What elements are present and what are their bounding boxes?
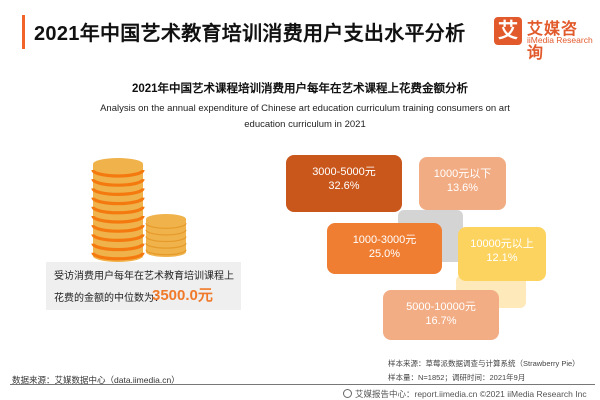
footer-divider bbox=[10, 384, 595, 385]
tile-value: 13.6% bbox=[446, 182, 479, 194]
tile-category: 1000元以下 bbox=[433, 168, 492, 180]
footer-text: 艾媒报告中心：report.iimedia.cn ©2021 iiMedia R… bbox=[355, 389, 587, 399]
footer: 艾媒报告中心：report.iimedia.cn ©2021 iiMedia R… bbox=[343, 388, 587, 400]
tall-coin-stack-icon bbox=[91, 158, 145, 262]
tile-category: 1000-3000元 bbox=[352, 234, 417, 246]
coin-stripe bbox=[145, 229, 187, 236]
tile-under-1000: 1000元以下 13.6% bbox=[419, 157, 506, 210]
short-coin-stack-icon bbox=[145, 214, 187, 257]
tile-5000-10000: 5000-10000元 16.7% bbox=[383, 290, 499, 340]
tile-3000-5000: 3000-5000元 32.6% bbox=[286, 155, 402, 212]
title-accent-bar bbox=[22, 15, 25, 49]
coin-stripe bbox=[91, 169, 145, 178]
median-label-line1: 受访消费用户每年在艺术教育培训课程上 bbox=[54, 271, 234, 282]
tile-value: 16.7% bbox=[425, 315, 457, 327]
page-title: 2021年中国艺术教育培训消费用户支出水平分析 bbox=[34, 23, 466, 45]
tile-category: 10000元以上 bbox=[470, 238, 534, 250]
data-source: 数据来源：艾媒数据中心（data.iimedia.cn） bbox=[12, 375, 180, 385]
coin-stripe bbox=[91, 178, 145, 187]
tile-category: 3000-5000元 bbox=[312, 166, 376, 178]
coin-stripe bbox=[145, 249, 187, 256]
coin-top bbox=[93, 158, 143, 170]
median-label-line2: 花费的金额的中位数为： bbox=[54, 293, 164, 304]
sample-source: 样本来源：草莓派数据调查与计算系统（Strawberry Pie） bbox=[388, 359, 580, 368]
coin-stripe bbox=[91, 252, 145, 261]
coin-stripe bbox=[145, 223, 187, 229]
logo-en-text: iiMedia Research bbox=[527, 35, 593, 45]
coin-stripe bbox=[91, 215, 145, 224]
logo-mark-icon: 艾 bbox=[494, 17, 522, 45]
logo-cn-text: 艾媒咨询 bbox=[527, 21, 579, 62]
coin-stripe bbox=[91, 187, 145, 196]
tile-1000-3000: 1000-3000元 25.0% bbox=[327, 223, 442, 274]
coin-stripe bbox=[145, 236, 187, 243]
sample-size: 样本量：N=1852；调研时间：2021年9月 bbox=[388, 373, 526, 382]
coin-stripe bbox=[91, 224, 145, 233]
coin-stripe bbox=[91, 243, 145, 252]
coin-stripe bbox=[91, 197, 145, 206]
chart-title: 2021年中国艺术课程培训消费用户每年在艺术课程上花费金额分析 bbox=[131, 83, 469, 95]
tile-category: 5000-10000元 bbox=[406, 301, 476, 313]
tile-value: 12.1% bbox=[486, 252, 518, 264]
globe-icon bbox=[343, 389, 352, 398]
tile-value: 32.6% bbox=[328, 180, 360, 192]
tile-over-10000: 10000元以上 12.1% bbox=[458, 227, 546, 281]
coin-stripe bbox=[91, 206, 145, 215]
coin-top bbox=[146, 214, 186, 224]
median-callout: 受访消费用户每年在艺术教育培训课程上 花费的金额的中位数为： 3500.0元 bbox=[46, 262, 241, 310]
sample-info: 样本来源：草莓派数据调查与计算系统（Strawberry Pie） 样本量：N=… bbox=[388, 357, 580, 385]
median-value: 3500.0元 bbox=[152, 287, 213, 304]
tile-value: 25.0% bbox=[368, 248, 401, 260]
coin-stripe bbox=[145, 242, 187, 249]
coin-stripe bbox=[91, 233, 145, 242]
chart-subtitle: Analysis on the annual expenditure of Ch… bbox=[100, 103, 510, 130]
iimedia-logo: 艾 艾媒咨询 iiMedia Research bbox=[494, 15, 594, 62]
